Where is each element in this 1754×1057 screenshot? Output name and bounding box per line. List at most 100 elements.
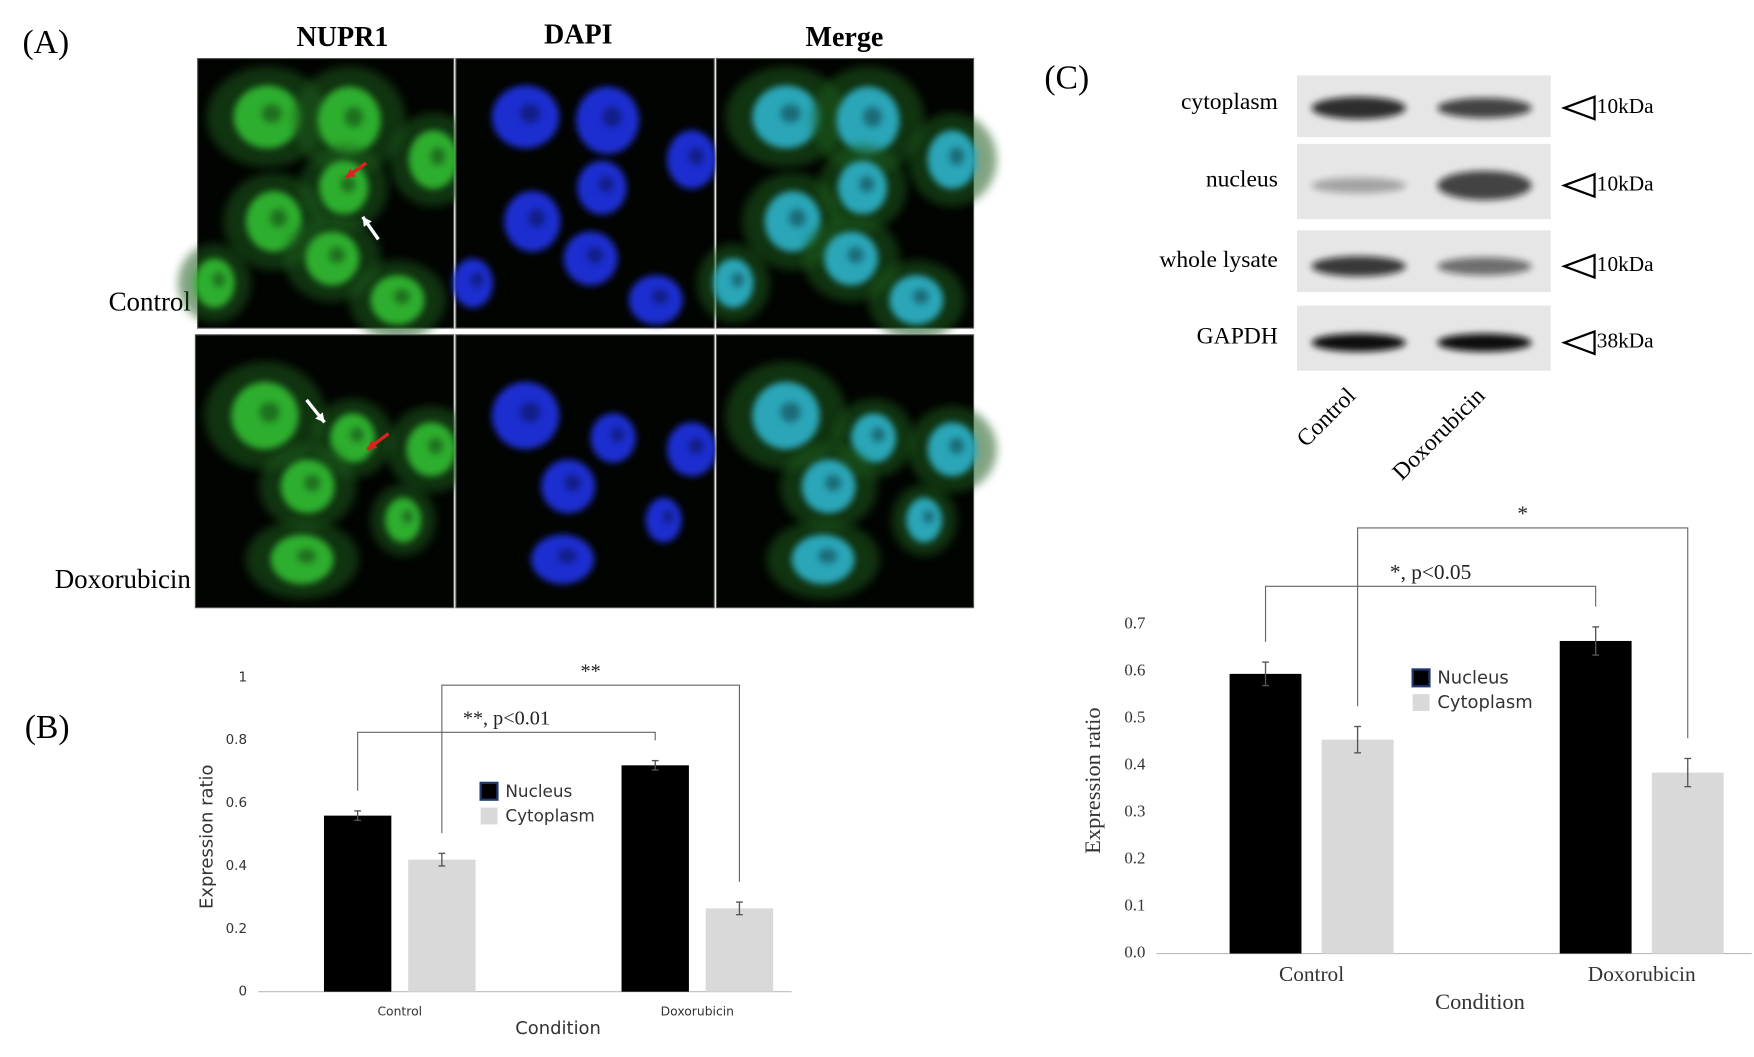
charts: (B) 0 0.2 0.4 0.6 0.8 1 Condition Expression rat… bbox=[25, 501, 1752, 1039]
legend-label: Nucleus bbox=[1437, 667, 1508, 688]
bar bbox=[1321, 739, 1394, 954]
significance-bracket bbox=[357, 731, 656, 791]
bar bbox=[408, 859, 476, 992]
arrow-head bbox=[362, 216, 372, 227]
nucleolus bbox=[731, 272, 744, 288]
nucleolus bbox=[519, 402, 541, 423]
nucleolus bbox=[519, 104, 541, 124]
nucleolus bbox=[471, 272, 484, 288]
nucleolus bbox=[402, 509, 414, 524]
y-axis-label: Expression ratio bbox=[1080, 707, 1105, 853]
annotation: **, p<0.01 bbox=[463, 708, 550, 730]
blot-band bbox=[1311, 333, 1406, 352]
y-tick-label: 0.0 bbox=[1124, 942, 1145, 961]
blot-row-label: cytoplasm bbox=[1181, 89, 1278, 115]
column-header: NUPR1 bbox=[296, 22, 388, 53]
nucleolus bbox=[780, 402, 801, 423]
nucleolus bbox=[564, 474, 581, 492]
arrow-head bbox=[315, 412, 325, 423]
nucleolus bbox=[818, 548, 838, 564]
nucleolus bbox=[912, 289, 929, 305]
y-tick-label: 0.2 bbox=[226, 921, 247, 937]
blot-band bbox=[1311, 96, 1406, 120]
x-tick-label: Control bbox=[377, 1004, 422, 1018]
legend-swatch bbox=[480, 807, 498, 825]
nucleolus bbox=[393, 289, 411, 305]
x-tick-label: Doxorubicin bbox=[661, 1004, 734, 1018]
y-tick-label: 1 bbox=[238, 669, 247, 685]
y-tick-label: 0.2 bbox=[1124, 848, 1145, 867]
arrow-head bbox=[367, 440, 378, 450]
bar bbox=[1651, 772, 1724, 954]
panel-label: (C) bbox=[1044, 60, 1089, 97]
significance-bracket bbox=[1357, 527, 1689, 739]
nucleolus bbox=[871, 427, 885, 443]
nucleolus bbox=[344, 106, 364, 128]
blot-band bbox=[1437, 257, 1532, 276]
annotation: *, p<0.05 bbox=[1390, 560, 1471, 584]
legend-swatch bbox=[1412, 694, 1430, 711]
lane-label: Doxorubicin bbox=[1388, 383, 1491, 486]
nucleolus bbox=[949, 437, 965, 455]
panel-label: (B) bbox=[25, 709, 70, 746]
nucleolus bbox=[780, 104, 801, 124]
nucleolus bbox=[949, 147, 965, 166]
nucleolus bbox=[587, 246, 604, 264]
row-label: Doxorubicin bbox=[55, 564, 192, 594]
nucleolus bbox=[863, 106, 882, 128]
lane-label: Control bbox=[1292, 383, 1362, 453]
column-header: DAPI bbox=[544, 20, 613, 51]
blot-band bbox=[1437, 333, 1532, 352]
size-label: 10kDa bbox=[1597, 171, 1654, 195]
nucleolus bbox=[825, 474, 842, 492]
legend-swatch bbox=[1411, 668, 1431, 688]
nucleolus bbox=[261, 104, 282, 124]
size-marker bbox=[1560, 253, 1596, 280]
y-tick-label: 0.4 bbox=[1124, 754, 1146, 773]
size-label: 10kDa bbox=[1597, 94, 1654, 118]
nucleolus bbox=[428, 437, 444, 455]
blot-row-label: nucleus bbox=[1206, 166, 1278, 192]
nucleolus bbox=[859, 176, 875, 193]
nucleolus bbox=[340, 176, 356, 193]
size-marker bbox=[1560, 95, 1596, 121]
nucleolus bbox=[259, 402, 280, 423]
nucleolus bbox=[688, 437, 704, 455]
legend-label: Cytoplasm bbox=[505, 806, 594, 826]
annotation: ** bbox=[581, 660, 601, 682]
nucleolus bbox=[304, 474, 321, 492]
size-marker bbox=[1560, 329, 1596, 356]
nucleolus bbox=[270, 208, 287, 228]
y-tick-label: 0.4 bbox=[226, 858, 247, 874]
legend-label: Nucleus bbox=[505, 781, 572, 801]
blot-band bbox=[1437, 97, 1532, 119]
bar bbox=[1559, 640, 1632, 954]
nucleolus bbox=[847, 246, 864, 264]
blot-row-label: GAPDH bbox=[1197, 324, 1278, 350]
size-marker bbox=[1560, 172, 1596, 199]
bar bbox=[705, 908, 774, 992]
y-tick-label: 0.3 bbox=[1124, 801, 1145, 820]
nucleolus bbox=[688, 147, 704, 166]
legend-swatch bbox=[479, 781, 499, 801]
nucleolus bbox=[297, 548, 316, 564]
y-tick-label: 0.7 bbox=[1124, 613, 1145, 632]
nucleolus bbox=[350, 427, 364, 443]
blot-band bbox=[1437, 170, 1532, 201]
nucleolus bbox=[557, 548, 577, 564]
y-axis-label: Expression ratio bbox=[197, 764, 218, 909]
x-tick-label: Control bbox=[1279, 962, 1344, 986]
bar bbox=[1229, 673, 1302, 954]
nucleolus bbox=[652, 289, 669, 305]
nucleolus bbox=[788, 208, 806, 228]
y-tick-label: 0.5 bbox=[1124, 707, 1145, 726]
y-tick-label: 0.6 bbox=[226, 795, 247, 811]
annotation: * bbox=[1517, 501, 1528, 525]
nucleolus bbox=[923, 509, 935, 524]
column-header: Merge bbox=[805, 22, 883, 53]
blot-row-label: whole lysate bbox=[1159, 247, 1278, 273]
nucleolus bbox=[212, 272, 226, 288]
y-tick-label: 0.6 bbox=[1124, 660, 1145, 679]
y-tick-label: 0.1 bbox=[1124, 895, 1145, 914]
